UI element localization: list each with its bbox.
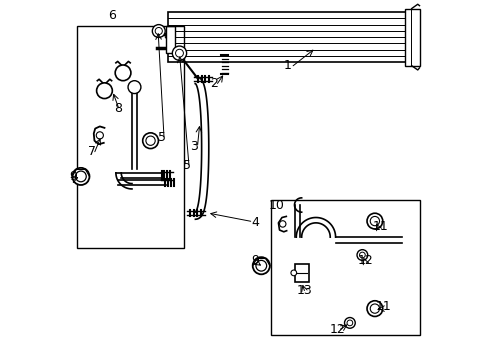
Bar xyxy=(405,9,419,66)
Text: 10: 10 xyxy=(268,198,284,212)
Text: 12: 12 xyxy=(357,254,373,267)
Circle shape xyxy=(366,213,382,229)
Circle shape xyxy=(255,260,266,271)
Circle shape xyxy=(366,301,382,316)
Circle shape xyxy=(252,257,269,274)
Circle shape xyxy=(128,81,141,94)
Bar xyxy=(77,26,183,248)
Circle shape xyxy=(145,136,155,145)
Text: 8: 8 xyxy=(113,102,122,115)
Text: 3: 3 xyxy=(190,140,198,153)
Circle shape xyxy=(115,65,131,81)
Text: 13: 13 xyxy=(296,284,312,297)
Circle shape xyxy=(155,27,162,35)
Text: 9: 9 xyxy=(69,170,77,183)
Circle shape xyxy=(290,270,296,276)
Text: 9: 9 xyxy=(251,254,259,267)
Circle shape xyxy=(344,318,354,328)
Circle shape xyxy=(356,249,367,260)
Text: 5: 5 xyxy=(183,159,191,172)
Bar xyxy=(167,12,408,62)
Text: 1: 1 xyxy=(283,59,291,72)
Circle shape xyxy=(346,320,352,326)
Circle shape xyxy=(72,168,89,185)
Text: 5: 5 xyxy=(158,131,166,144)
Text: 12: 12 xyxy=(329,323,345,336)
Bar xyxy=(294,264,308,282)
Text: 7: 7 xyxy=(87,145,96,158)
Bar xyxy=(271,200,419,336)
Text: 11: 11 xyxy=(371,220,387,233)
Circle shape xyxy=(369,216,379,226)
Circle shape xyxy=(369,304,379,313)
Text: 2: 2 xyxy=(210,77,218,90)
Circle shape xyxy=(172,46,186,60)
Circle shape xyxy=(175,49,183,57)
Circle shape xyxy=(142,133,158,149)
Bar xyxy=(165,26,175,53)
Text: 11: 11 xyxy=(375,300,391,313)
Circle shape xyxy=(97,83,112,99)
Circle shape xyxy=(152,24,165,37)
Circle shape xyxy=(279,221,285,227)
Text: 6: 6 xyxy=(108,9,116,22)
Circle shape xyxy=(75,171,86,182)
Circle shape xyxy=(359,252,365,258)
Text: 4: 4 xyxy=(251,216,259,229)
Circle shape xyxy=(96,132,103,139)
